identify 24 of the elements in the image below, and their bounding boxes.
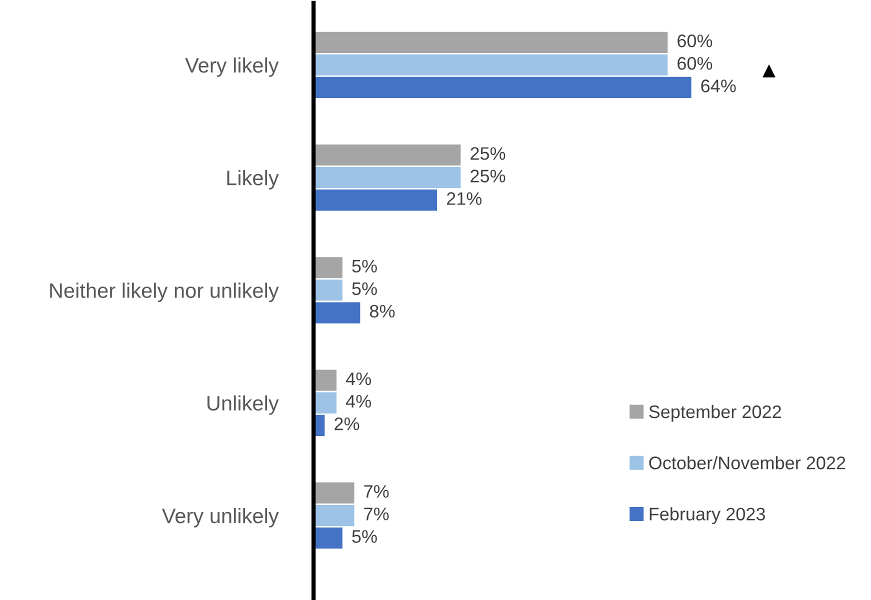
data-label: 60% [678,57,712,70]
data-label: 7% [364,508,389,520]
data-label: 4% [346,395,371,408]
data-label: 64% [701,80,736,92]
data-label: 5% [352,282,377,296]
y-tick-label: Very unlikely [162,508,279,528]
data-label: 4% [346,372,371,386]
y-tick-label: Unlikely [208,395,279,415]
data-label: 25% [470,147,506,160]
data-label: 5% [352,530,377,543]
data-label: 21% [446,192,482,205]
data-label: 60% [678,34,712,48]
text: ▲ [762,64,776,78]
data-label: 5% [352,260,377,273]
y-tick-label: Very likely [185,57,279,77]
data-label: 7% [364,485,389,498]
data-label: 2% [334,417,360,430]
data-label: 25% [470,170,506,182]
legend-label: October/November 2022 [649,456,846,470]
legend-label: February 2023 [650,507,765,524]
legend-label: September 2022 [649,404,781,422]
y-tick-label: Neither likely nor unlikely [50,282,279,302]
y-tick-label: Likely [227,170,279,190]
data-label: 8% [370,304,395,318]
